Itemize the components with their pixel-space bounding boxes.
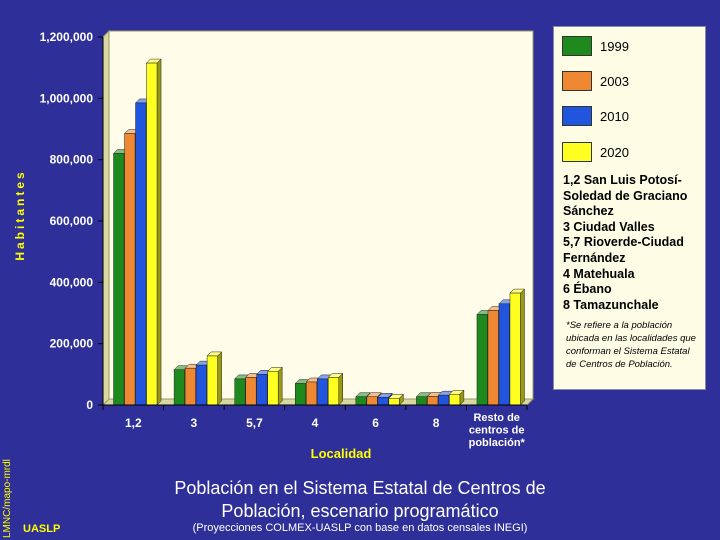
author-credit: LMNC/mapo-mrdl bbox=[2, 459, 13, 538]
bar bbox=[388, 393, 404, 406]
chart-title-line-1: Población en el Sistema Estatal de Centr… bbox=[174, 478, 546, 498]
x-tick-label: 5,7 bbox=[246, 416, 263, 430]
x-axis: 1,2 3 5,7 4 6 8 Resto de centros de población* bbox=[102, 404, 528, 449]
y-tick-label: 400,000 bbox=[50, 275, 94, 289]
bar bbox=[145, 58, 162, 406]
x-tick-label: Resto de centros de población* bbox=[469, 412, 526, 449]
chart-subtitle: (Proyecciones COLMEX-UASLP con base en d… bbox=[192, 522, 528, 534]
bar bbox=[448, 389, 465, 406]
y-axis: 0 200,000 400,000 600,000 800,000 1,000,000 1,… bbox=[40, 30, 104, 412]
y-tick-label: 200,000 bbox=[50, 337, 94, 351]
x-tick-label: 8 bbox=[433, 416, 440, 430]
y-axis-label: Habitantes bbox=[13, 169, 27, 260]
chart-title-line-2: Población, escenario programático bbox=[221, 501, 499, 521]
legend-swatch bbox=[562, 106, 592, 126]
locality-notes: 1,2 San Luis Potosí- Soledad de Graciano… bbox=[563, 173, 705, 313]
y-tick-label: 1,200,000 bbox=[40, 30, 94, 44]
locality-note: 6 Ébano bbox=[563, 282, 612, 297]
bars bbox=[112, 58, 526, 406]
bar bbox=[327, 372, 344, 406]
legend-label: 2010 bbox=[600, 108, 629, 124]
locality-note: 5,7 Rioverde-Ciudad bbox=[563, 235, 684, 250]
locality-note: 8 Tamazunchale bbox=[563, 297, 659, 312]
legend-entry-2020: 2020 bbox=[562, 141, 629, 163]
locality-note: 1,2 San Luis Potosí- bbox=[563, 173, 682, 187]
locality-note: 3 Ciudad Valles bbox=[563, 219, 655, 234]
legend-swatch bbox=[562, 71, 592, 91]
bar bbox=[206, 351, 223, 406]
y-tick-label: 1,000,000 bbox=[40, 91, 94, 105]
legend-entry-2010: 2010 bbox=[562, 105, 629, 127]
legend-swatch bbox=[562, 36, 592, 56]
y-tick-label: 600,000 bbox=[50, 214, 94, 228]
bar bbox=[509, 288, 526, 406]
legend-entry-2003: 2003 bbox=[562, 70, 629, 92]
locality-note: Soledad de Graciano bbox=[563, 188, 688, 203]
x-axis-label: Localidad bbox=[311, 446, 372, 461]
legend-label: 2020 bbox=[600, 144, 629, 160]
legend-entry-1999: 1999 bbox=[562, 35, 629, 57]
legend-label: 1999 bbox=[600, 38, 629, 54]
plot-side-wall bbox=[102, 29, 110, 407]
legend-label: 2003 bbox=[600, 73, 629, 89]
locality-note: Fernández bbox=[563, 250, 626, 265]
legend-swatch bbox=[562, 142, 592, 162]
y-tick-label: 0 bbox=[86, 398, 93, 412]
x-tick-label: 6 bbox=[372, 416, 379, 430]
footnote: *Se refiere a la población ubicada en la… bbox=[566, 320, 696, 370]
locality-note: 4 Matehuala bbox=[563, 266, 635, 281]
y-tick-label: 800,000 bbox=[50, 153, 94, 167]
legend: 1999 2003 2010 2020 1,2 San Luis Potosí-… bbox=[553, 26, 706, 390]
x-tick-label: 1,2 bbox=[125, 416, 142, 430]
x-tick-label: 3 bbox=[191, 416, 198, 430]
organization-credit: UASLP bbox=[23, 523, 61, 535]
locality-note: Sánchez bbox=[563, 204, 614, 219]
bar bbox=[267, 366, 283, 406]
plot-area bbox=[101, 29, 535, 407]
x-tick-label: 4 bbox=[312, 416, 319, 430]
plot-back-wall bbox=[108, 30, 534, 400]
